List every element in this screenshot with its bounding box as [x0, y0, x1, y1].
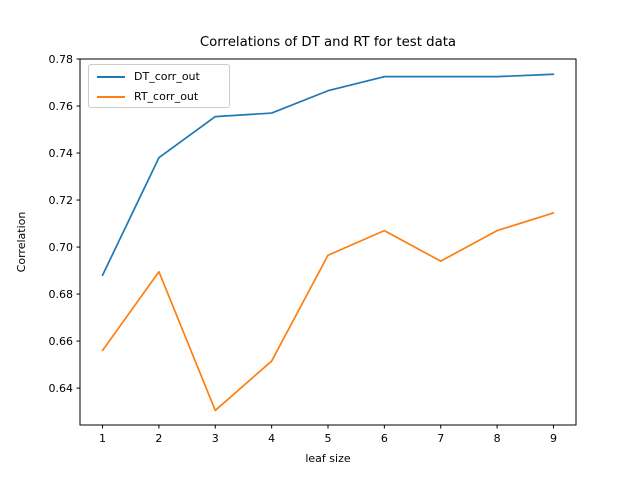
- y-tick-label: 0.66: [49, 335, 74, 348]
- x-tick-label: 2: [155, 432, 162, 445]
- chart-layer: 0.64 0.66 0.68 0.70 0.72 0.74 0.76 0.78 1 2 3 4 5 6 7 8…: [49, 53, 577, 445]
- series-line-0: [101, 73, 555, 277]
- x-tick-label: 7: [437, 432, 444, 445]
- series-line-1: [101, 212, 555, 412]
- legend-entry-dt: DT_corr_out: [95, 67, 229, 87]
- axes-frame: [79, 58, 577, 426]
- y-tick-label: 0.72: [49, 194, 74, 207]
- x-tick-label: 3: [212, 432, 219, 445]
- chart-title: Correlations of DT and RT for test data: [200, 35, 456, 50]
- legend-entry-rt: RT_corr_out: [95, 87, 229, 107]
- legend-line-swatch-rt: [97, 96, 125, 98]
- legend-line-swatch-dt: [97, 76, 125, 78]
- y-tick-label: 0.70: [49, 241, 74, 254]
- x-tick-label: 1: [99, 432, 106, 445]
- y-tick-label: 0.74: [49, 147, 74, 160]
- legend: DT_corr_out RT_corr_out: [88, 64, 230, 108]
- y-tick-label: 0.64: [49, 382, 74, 395]
- x-tick-label: 9: [550, 432, 557, 445]
- y-axis-label: Correlation: [15, 212, 28, 273]
- x-tick-label: 4: [268, 432, 275, 445]
- legend-label-dt: DT_corr_out: [134, 70, 200, 83]
- x-tick-label: 5: [325, 432, 332, 445]
- x-tick-label: 6: [381, 432, 388, 445]
- legend-label-rt: RT_corr_out: [134, 90, 199, 103]
- y-tick-label: 0.76: [49, 100, 74, 113]
- x-tick-label: 8: [494, 432, 501, 445]
- y-tick-label: 0.68: [49, 288, 74, 301]
- y-tick-label: 0.78: [49, 53, 74, 66]
- x-axis-label: leaf size: [305, 452, 350, 465]
